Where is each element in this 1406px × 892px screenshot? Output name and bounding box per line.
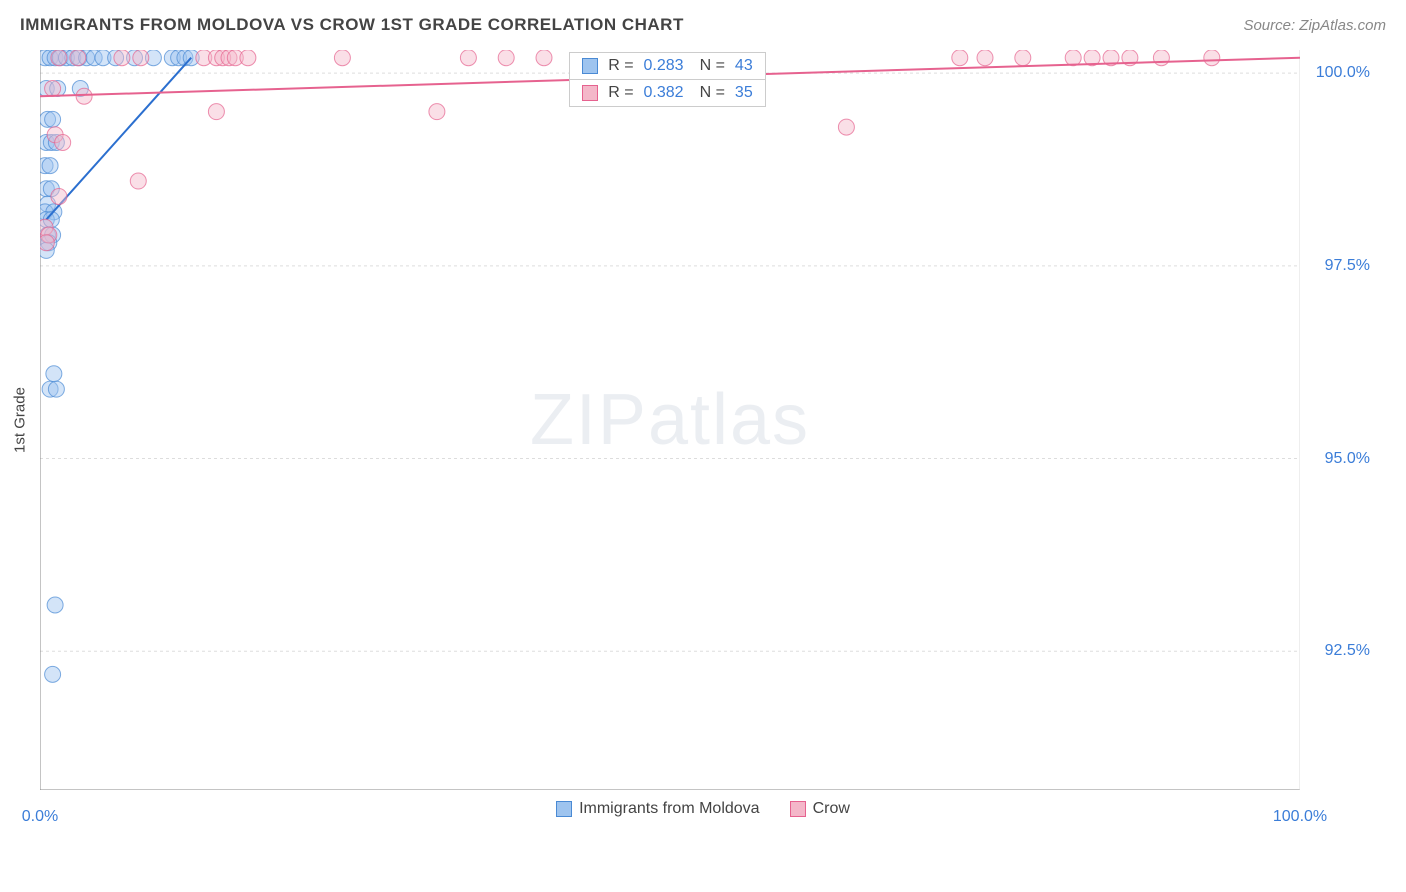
y-tick-label: 97.5% <box>1325 257 1370 275</box>
legend-swatch <box>556 801 572 817</box>
legend-item: Immigrants from Moldova <box>556 800 760 818</box>
stat-r-value: 0.283 <box>644 57 684 75</box>
stats-row: R = 0.283 N = 43 <box>570 53 765 80</box>
stat-r-value: 0.382 <box>644 84 684 102</box>
stats-legend-box: R = 0.283 N = 43 R = 0.382 N = 35 <box>569 52 766 107</box>
source-label: Source: ZipAtlas.com <box>1243 17 1386 34</box>
scatter-plot: 92.5%95.0%97.5%100.0%ZIPatlas0.0%100.0%R… <box>40 50 1300 790</box>
chart-container: 1st Grade 92.5%95.0%97.5%100.0%ZIPatlas0… <box>40 50 1396 790</box>
y-axis-label: 1st Grade <box>12 387 29 453</box>
x-tick-label: 0.0% <box>22 808 58 826</box>
legend-item: Crow <box>790 800 850 818</box>
y-tick-label: 100.0% <box>1316 64 1370 82</box>
chart-header: IMMIGRANTS FROM MOLDOVA VS CROW 1ST GRAD… <box>10 10 1396 45</box>
chart-title: IMMIGRANTS FROM MOLDOVA VS CROW 1ST GRAD… <box>20 15 684 35</box>
stat-n-value: 35 <box>735 84 753 102</box>
stat-r-label: R = <box>608 57 633 75</box>
stat-n-label: N = <box>700 57 725 75</box>
legend-label: Crow <box>813 800 850 818</box>
stat-n-label: N = <box>700 84 725 102</box>
series-swatch <box>582 85 598 101</box>
y-tick-label: 92.5% <box>1325 642 1370 660</box>
chart-legend: Immigrants from Moldova Crow <box>10 800 1396 818</box>
x-tick-label: 100.0% <box>1273 808 1327 826</box>
stat-r-label: R = <box>608 84 633 102</box>
series-swatch <box>582 58 598 74</box>
legend-label: Immigrants from Moldova <box>579 800 760 818</box>
stats-row: R = 0.382 N = 35 <box>570 80 765 106</box>
legend-swatch <box>790 801 806 817</box>
stat-n-value: 43 <box>735 57 753 75</box>
y-tick-label: 95.0% <box>1325 450 1370 468</box>
